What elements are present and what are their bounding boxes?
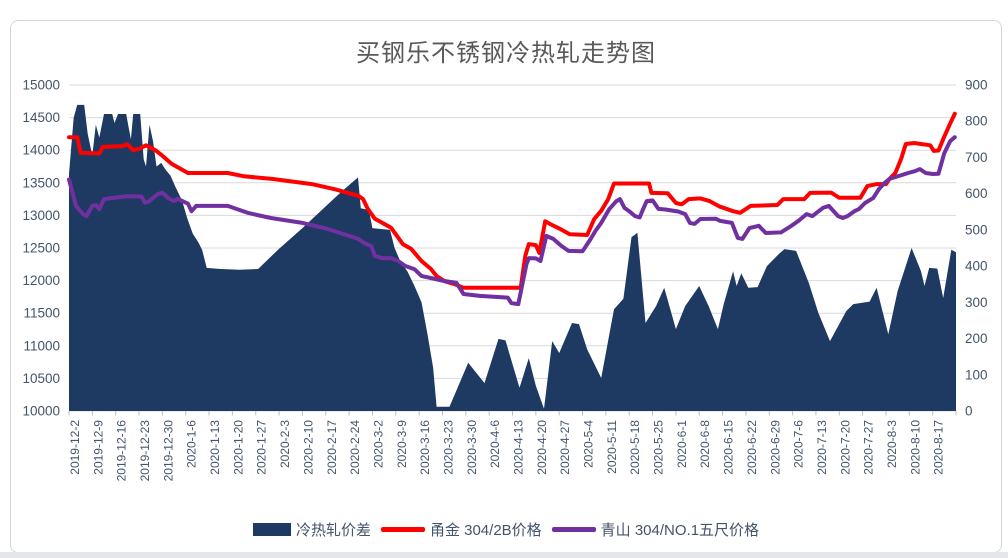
y-left-tick-label: 10500: [22, 371, 60, 386]
x-tick-label: 2020-6-29: [768, 420, 782, 475]
y-right-tick-label: 0: [965, 404, 973, 419]
x-tick-label: 2020-7-13: [815, 420, 829, 475]
y-right-tick-label: 900: [965, 78, 988, 93]
x-tick-label: 2020-8-3: [885, 420, 899, 468]
y-axis-left-labels: 15000 14500 14000 13500 13000 12500 12000 11500…: [22, 78, 60, 419]
y-right-tick-label: 100: [965, 367, 988, 382]
x-tick-label: 2020-1-20: [231, 420, 245, 475]
area-swatch-icon: [252, 523, 291, 536]
x-tick-label: 2020-2-3: [278, 420, 292, 468]
legend: 冷热轧价差 甬金 304/2B价格 青山 304/NO.1五尺价格: [11, 519, 1001, 540]
line-series-2: [67, 135, 957, 307]
legend-label-yongjin: 甬金 304/2B价格: [429, 522, 542, 539]
legend-label-spread: 冷热轧价差: [295, 522, 371, 539]
y-right-tick-label: 200: [965, 331, 988, 346]
y-left-tick-label: 12000: [22, 273, 60, 288]
x-tick-label: 2020-3-9: [395, 420, 409, 468]
y-axis-right-labels: 900 800 700 600 500 400 300 200 100 0: [965, 78, 988, 419]
x-tick-label: 2020-5-11: [605, 420, 619, 474]
y-left-tick-label: 13500: [22, 175, 60, 190]
x-tick-label: 2020-4-27: [558, 420, 572, 475]
x-tick-label: 2020-4-20: [535, 420, 549, 475]
chart-frame: 买钢乐不锈钢冷热轧走势图 2019-12-2 2019-12-9 2019-12-1…: [10, 20, 1002, 553]
x-tick-label: 2020-2-24: [348, 420, 362, 475]
x-tick-label: 2020-7-27: [862, 420, 876, 475]
y-left-tick-label: 14000: [22, 143, 60, 158]
x-tick-label: 2019-12-23: [138, 420, 152, 482]
legend-item-qingshan: 青山 304/NO.1五尺价格: [551, 519, 760, 540]
y-right-tick-label: 500: [965, 222, 988, 237]
y-left-tick-label: 13000: [22, 208, 60, 223]
y-right-tick-label: 400: [965, 259, 988, 274]
y-right-tick-label: 300: [965, 295, 988, 310]
x-tick-label: 2020-1-27: [255, 420, 269, 475]
plot-area: 2019-12-2 2019-12-9 2019-12-16 2019-12-23 20…: [22, 78, 988, 482]
y-left-tick-label: 15000: [22, 78, 60, 93]
x-tick-label: 2019-12-9: [91, 420, 105, 475]
x-tick-label: 2019-12-16: [115, 420, 129, 482]
purple-line-swatch-icon: [551, 527, 596, 532]
x-tick-label: 2020-2-10: [301, 420, 315, 475]
x-axis-labels: 2019-12-2 2019-12-9 2019-12-16 2019-12-23 20…: [68, 420, 946, 482]
x-tick-label: 2020-5-18: [628, 420, 642, 475]
legend-label-qingshan: 青山 304/NO.1五尺价格: [600, 522, 760, 539]
x-tick-label: 2020-6-15: [722, 420, 736, 475]
y-right-tick-label: 800: [965, 114, 988, 129]
legend-item-yongjin: 甬金 304/2B价格: [380, 519, 542, 540]
x-tick-label: 2020-7-6: [792, 420, 806, 468]
area-series-0: [69, 104, 956, 412]
x-tick-label: 2020-8-17: [932, 420, 946, 475]
x-tick-label: 2020-8-10: [908, 420, 922, 475]
y-right-tick-label: 700: [965, 150, 988, 165]
red-line-swatch-icon: [380, 527, 425, 532]
y-left-tick-label: 12500: [22, 241, 60, 256]
x-tick-label: 2020-3-30: [465, 420, 479, 475]
x-tick-label: 2020-5-4: [582, 420, 596, 468]
y-left-tick-label: 14500: [22, 110, 60, 125]
line-series-1: [67, 111, 957, 290]
x-tick-label: 2020-3-16: [418, 420, 432, 475]
x-tick-label: 2020-4-6: [488, 420, 502, 468]
x-tick-label: 2020-3-2: [371, 420, 385, 468]
x-axis-ticks: [68, 411, 957, 416]
x-tick-label: 2020-4-13: [512, 420, 526, 475]
y-left-tick-label: 11500: [23, 306, 60, 321]
x-tick-label: 2019-12-30: [161, 420, 175, 482]
page-bottom-strip: [0, 552, 1008, 558]
x-tick-label: 2019-12-2: [68, 420, 82, 475]
y-left-tick-label: 10000: [22, 404, 60, 419]
x-tick-label: 2020-1-13: [208, 420, 222, 475]
y-right-tick-label: 600: [965, 186, 988, 201]
chart-title: 买钢乐不锈钢冷热轧走势图: [356, 40, 656, 67]
legend-item-spread: 冷热轧价差: [252, 519, 371, 540]
x-tick-label: 2020-6-1: [675, 420, 689, 468]
x-tick-label: 2020-3-23: [441, 420, 455, 475]
x-tick-label: 2020-7-20: [838, 420, 852, 475]
x-tick-label: 2020-6-8: [698, 420, 712, 468]
x-tick-label: 2020-2-17: [325, 420, 339, 475]
x-tick-label: 2020-1-6: [185, 420, 199, 468]
x-tick-label: 2020-6-22: [745, 420, 759, 475]
x-tick-label: 2020-5-25: [652, 420, 666, 475]
y-left-tick-label: 11000: [23, 338, 60, 353]
